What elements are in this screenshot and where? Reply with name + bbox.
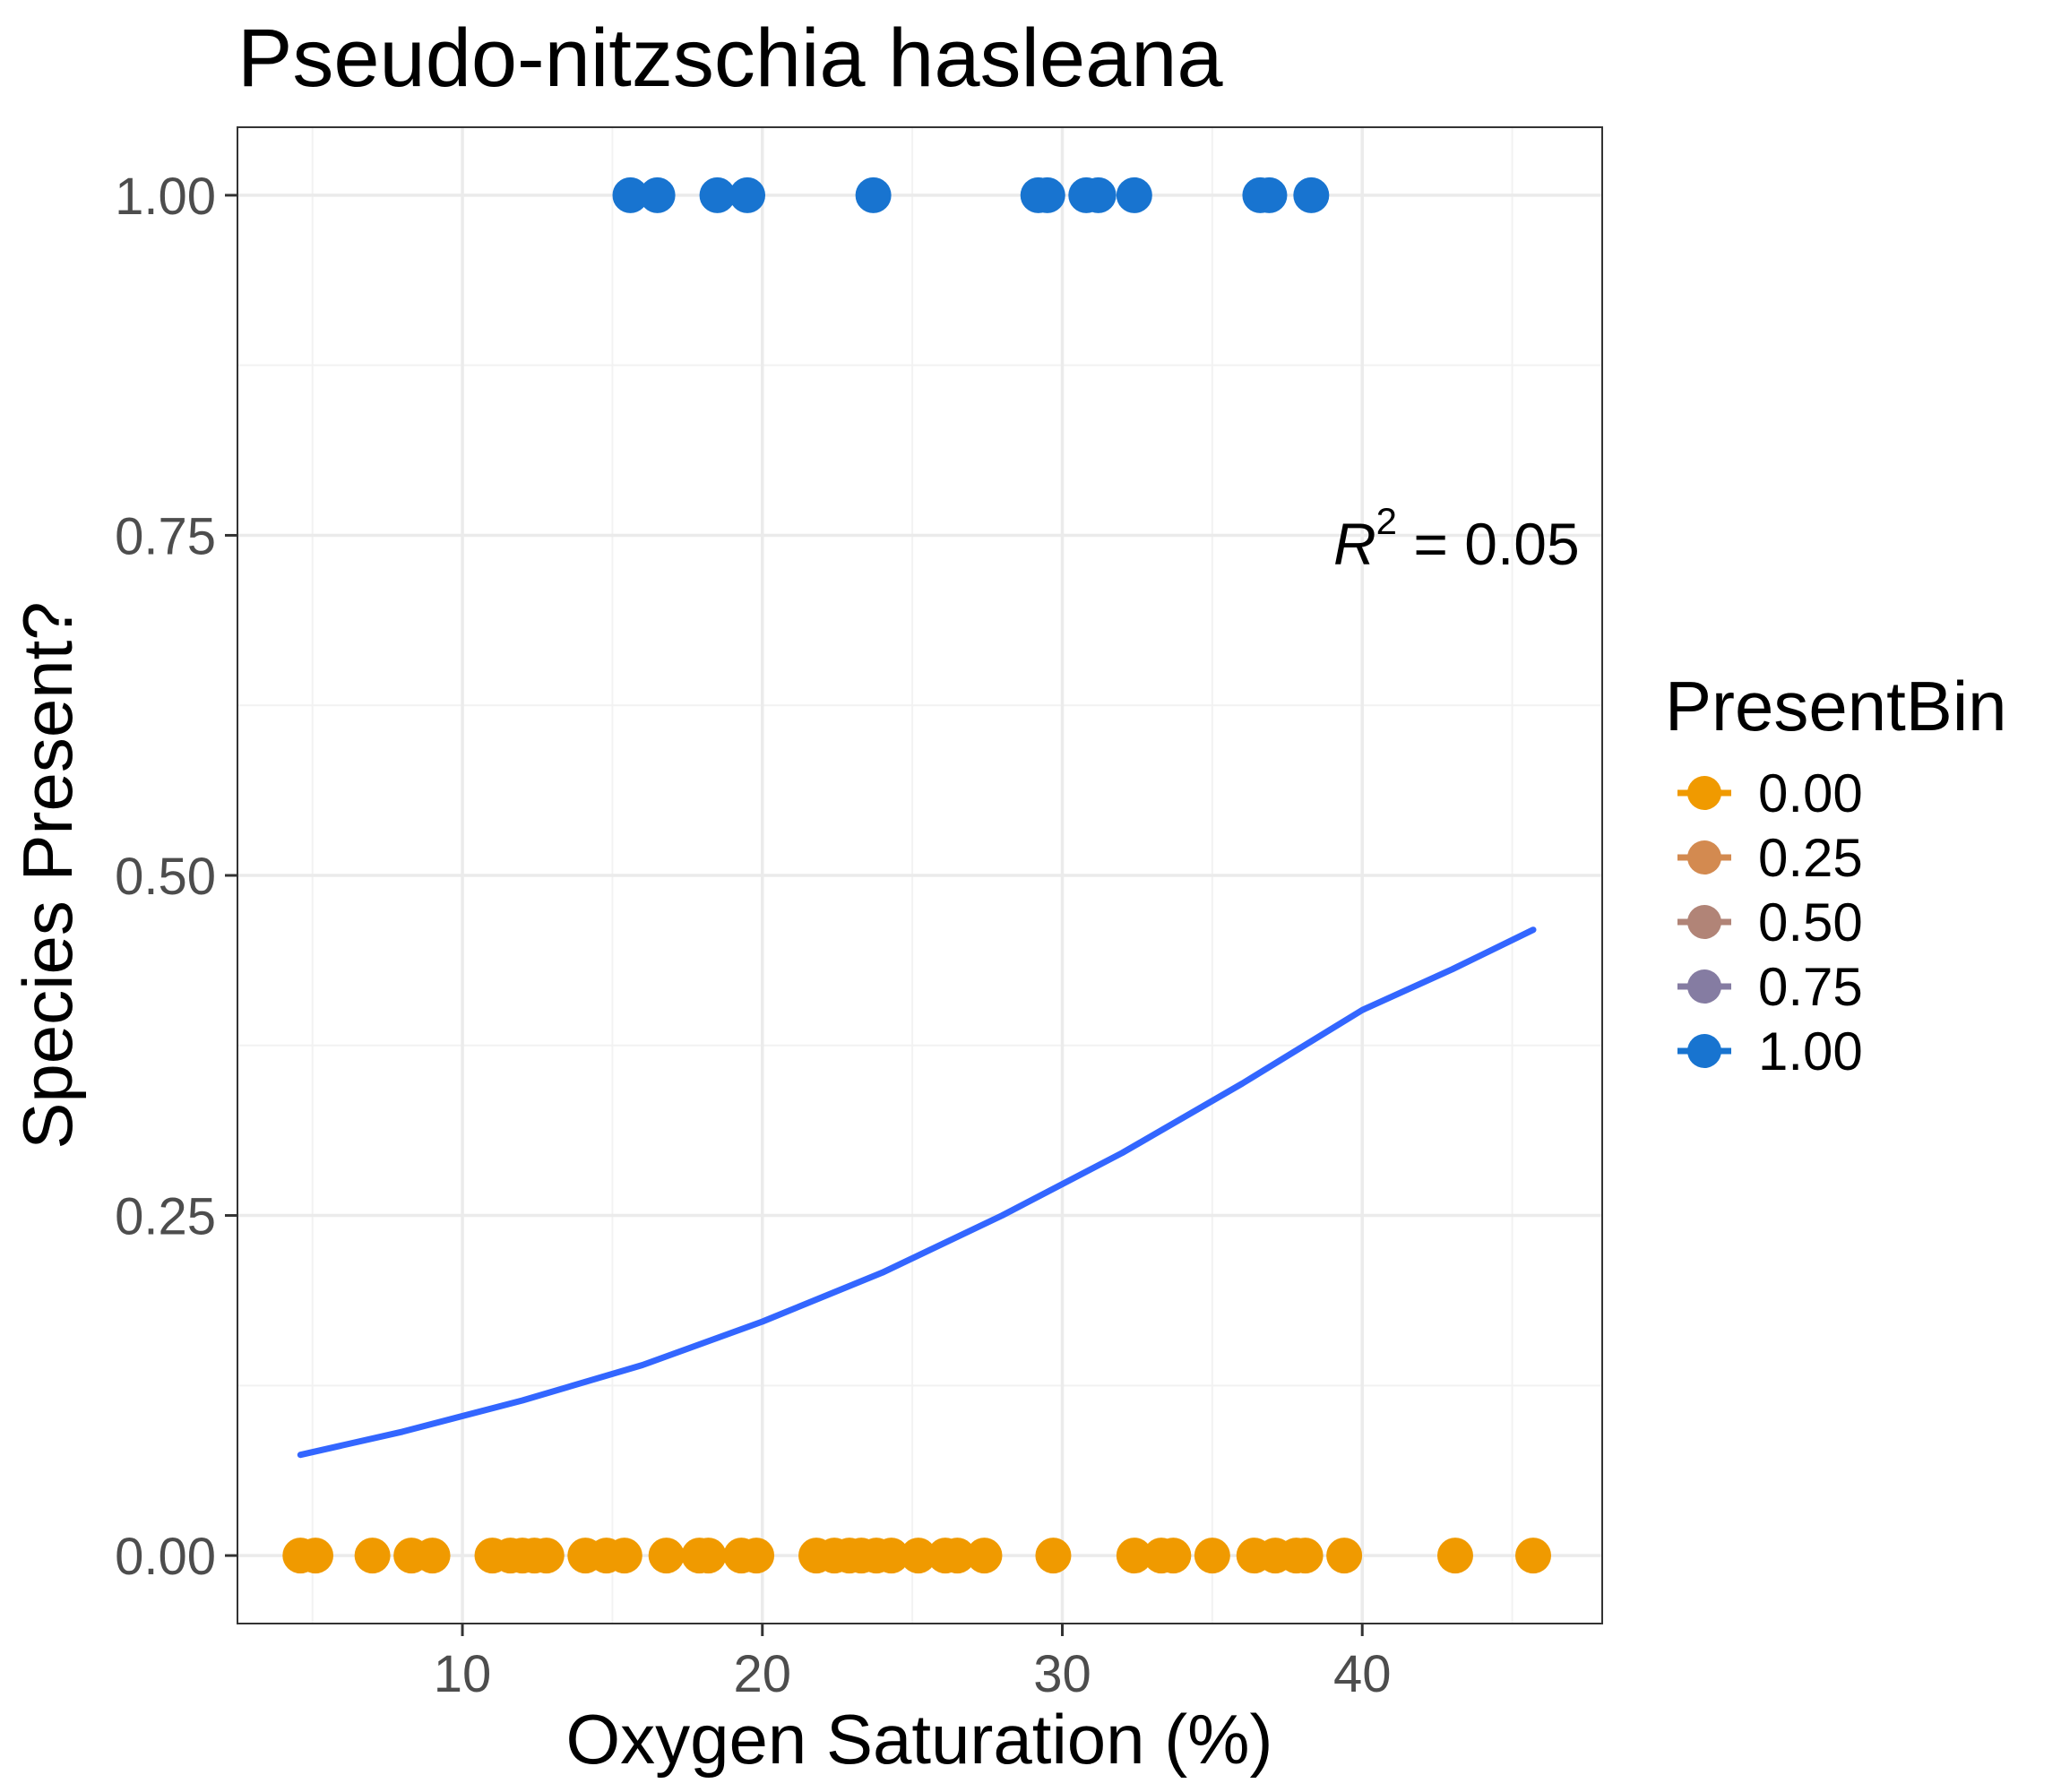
data-point bbox=[648, 1538, 685, 1574]
data-point bbox=[1155, 1538, 1192, 1574]
legend-item: 0.00 bbox=[1677, 763, 1863, 823]
x-tick-label: 30 bbox=[1033, 1645, 1091, 1703]
data-point bbox=[1436, 1538, 1473, 1574]
data-point bbox=[699, 177, 736, 213]
legend: PresentBin 0.000.250.500.751.00 bbox=[1665, 667, 2007, 1081]
axes: 10 20 30 40 0.00 0.25 0.50 0.75 1.00 bbox=[115, 168, 1391, 1703]
data-point bbox=[1029, 177, 1065, 213]
fit-line-group bbox=[297, 926, 1537, 1459]
data-point bbox=[639, 177, 676, 213]
chart-title: Pseudo-nitzschia hasleana bbox=[237, 13, 1223, 104]
y-tick-label: 0.00 bbox=[115, 1528, 216, 1586]
data-point bbox=[900, 1538, 936, 1574]
r-exponent: 2 bbox=[1376, 500, 1397, 542]
legend-label: 0.50 bbox=[1758, 892, 1863, 952]
r-value: = 0.05 bbox=[1397, 511, 1580, 577]
data-point bbox=[414, 1538, 451, 1574]
y-axis-title: Species Present? bbox=[8, 601, 87, 1149]
data-point bbox=[738, 1538, 775, 1574]
legend-item: 0.25 bbox=[1677, 828, 1863, 888]
legend-label: 1.00 bbox=[1758, 1021, 1863, 1081]
legend-key-dot bbox=[1687, 776, 1721, 810]
x-tick-label: 20 bbox=[734, 1645, 792, 1703]
legend-label: 0.25 bbox=[1758, 828, 1863, 888]
r-symbol: R bbox=[1333, 511, 1376, 577]
data-point bbox=[1116, 177, 1152, 213]
data-point bbox=[298, 1538, 334, 1574]
x-tick-label: 10 bbox=[434, 1645, 492, 1703]
legend-item: 1.00 bbox=[1677, 1021, 1863, 1081]
legend-key-dot bbox=[1687, 969, 1721, 1004]
data-point bbox=[606, 1538, 642, 1574]
data-point bbox=[1515, 1538, 1552, 1574]
legend-title: PresentBin bbox=[1665, 667, 2007, 745]
r-squared-annotation: R2 = 0.05 bbox=[1333, 500, 1580, 577]
data-point bbox=[1287, 1538, 1324, 1574]
data-point bbox=[612, 177, 649, 213]
legend-item: 0.50 bbox=[1677, 892, 1863, 952]
data-point bbox=[1293, 177, 1330, 213]
fit-line bbox=[297, 926, 1537, 1459]
data-point bbox=[1251, 177, 1288, 213]
data-point bbox=[690, 1538, 727, 1574]
x-tick-label: 40 bbox=[1333, 1645, 1392, 1703]
data-point bbox=[1326, 1538, 1363, 1574]
data-point bbox=[729, 177, 766, 213]
data-point bbox=[1035, 1538, 1072, 1574]
data-point bbox=[966, 1538, 1003, 1574]
data-point bbox=[873, 1538, 910, 1574]
legend-key-dot bbox=[1687, 905, 1721, 939]
points bbox=[282, 177, 1552, 1574]
y-tick-label: 0.25 bbox=[115, 1188, 216, 1246]
y-tick-label: 0.50 bbox=[115, 848, 216, 906]
y-tick-label: 1.00 bbox=[115, 168, 216, 226]
data-point bbox=[528, 1538, 565, 1574]
data-point bbox=[354, 1538, 391, 1574]
data-point bbox=[855, 177, 892, 213]
legend-key-dot bbox=[1687, 840, 1721, 874]
legend-item: 0.75 bbox=[1677, 957, 1863, 1017]
legend-label: 0.00 bbox=[1758, 763, 1863, 823]
data-point bbox=[1116, 1538, 1152, 1574]
x-axis-title: Oxygen Saturation (%) bbox=[565, 1700, 1272, 1779]
legend-key-dot bbox=[1687, 1034, 1721, 1068]
data-point bbox=[939, 1538, 976, 1574]
legend-label: 0.75 bbox=[1758, 957, 1863, 1017]
data-point bbox=[1194, 1538, 1230, 1574]
data-point bbox=[1080, 177, 1117, 213]
y-tick-label: 0.75 bbox=[115, 507, 216, 565]
